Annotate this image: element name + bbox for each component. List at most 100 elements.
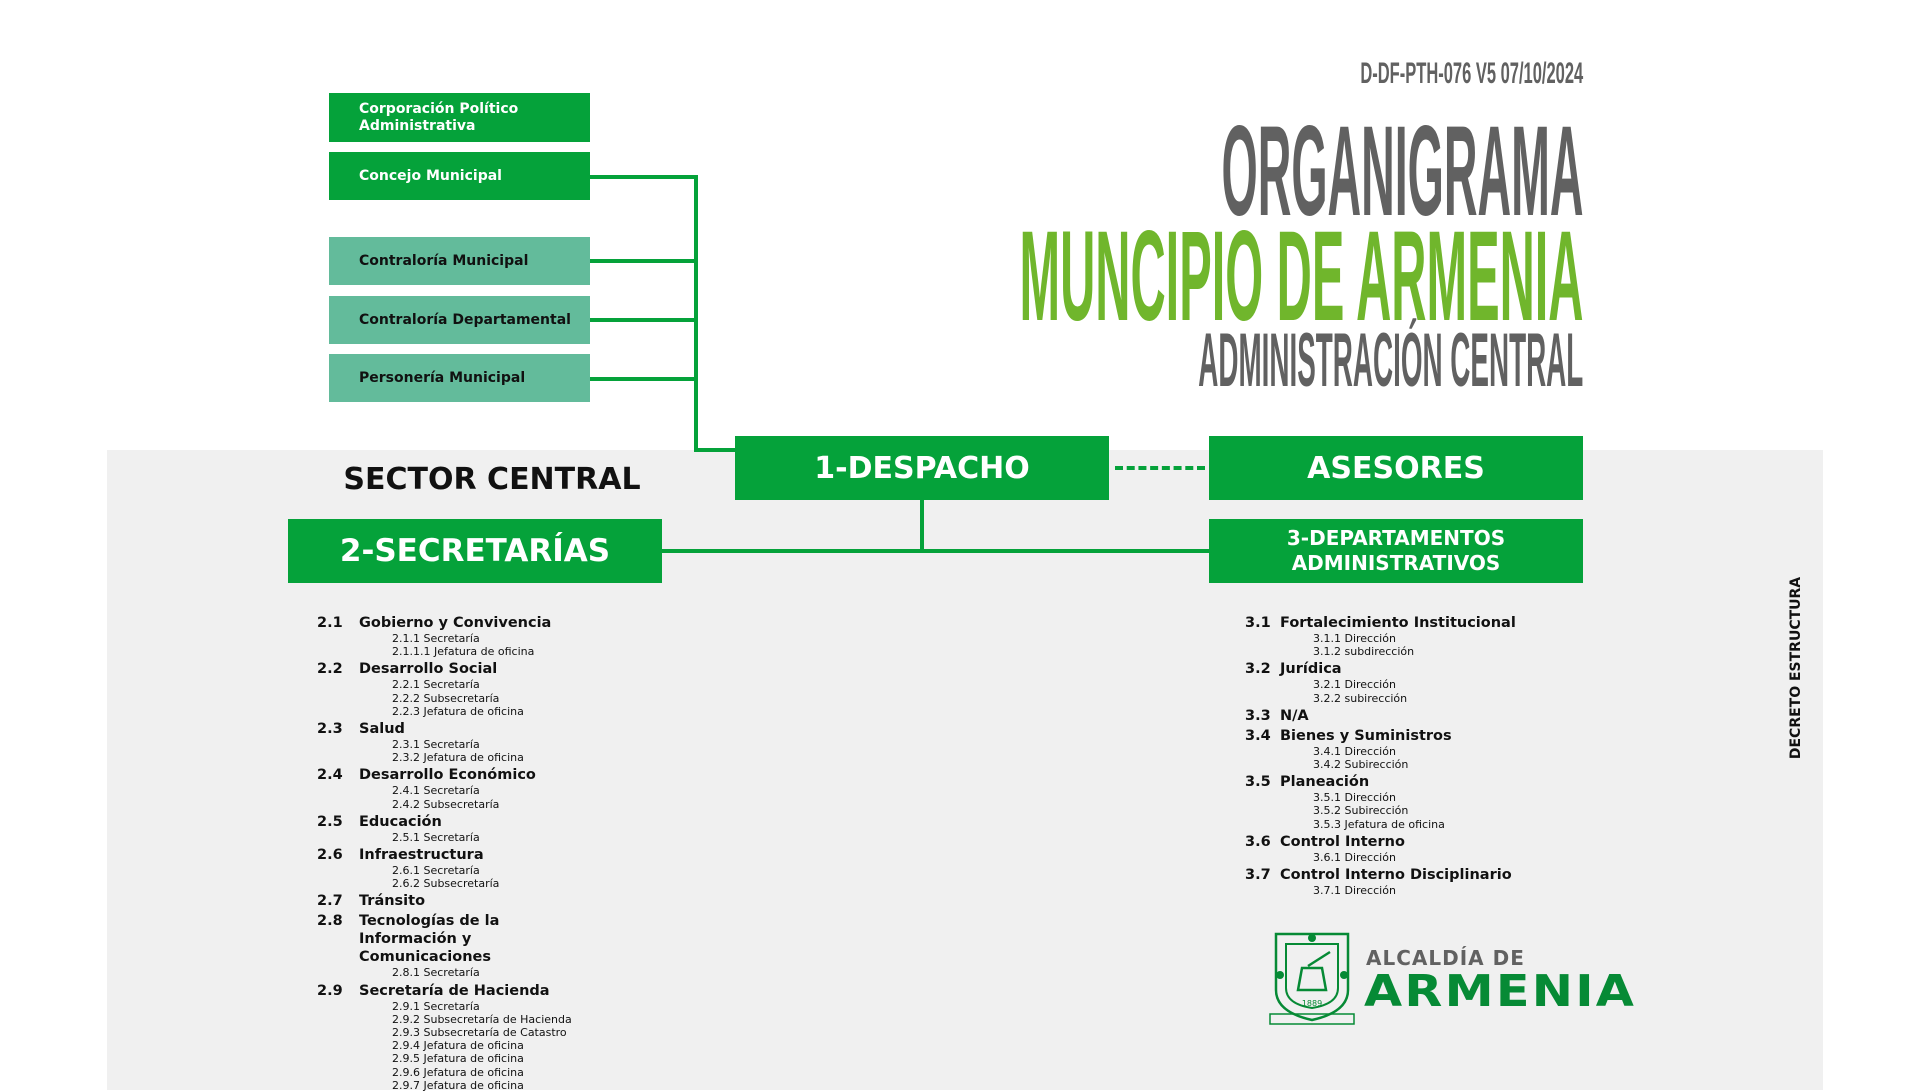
box-contraloria-departamental: Contraloría Departamental — [329, 296, 590, 344]
box-concejo: Concejo Municipal — [329, 152, 590, 200]
title-organigrama: ORGANIGRAMA — [1221, 100, 1583, 243]
list-subitem: 2.6.2 Subsecretaría — [392, 877, 500, 891]
list-subitem: 3.1.1 Dirección — [1313, 632, 1396, 645]
item-number: 2.5 — [317, 813, 343, 830]
list-subitem: 3.5.2 Subirección — [1313, 804, 1409, 818]
list-heading: 2.2 Desarrollo Social — [317, 660, 589, 678]
item-number: 2.8 — [317, 913, 343, 930]
item-number: 2.7 — [317, 893, 343, 910]
item-number: 2.3 — [317, 721, 343, 738]
list-subitem: 2.3.1 Secretaría — [392, 738, 480, 752]
item-number: 3.2 — [1245, 661, 1271, 678]
list-subitem: 2.4.1 Secretaría — [392, 784, 480, 798]
item-number: 3.3 — [1245, 707, 1271, 724]
connector — [662, 549, 1210, 553]
list-subitem: 3.4.1 Dirección — [1313, 744, 1396, 758]
list-heading: 3.2 Jurídica — [1245, 660, 1516, 678]
list-heading: 2.8 Tecnologías de la Información y Comun… — [317, 912, 589, 966]
list-subitem: 2.9.5 Jefatura de oficina — [392, 1052, 524, 1066]
list-heading: 2.3 Salud — [317, 720, 589, 738]
box-contraloria-municipal: Contraloría Municipal — [329, 237, 590, 285]
list-subitem: 2.9.2 Subsecretaría de Hacienda — [392, 1012, 572, 1026]
list-heading: 3.7 Control Interno Disciplinario — [1245, 866, 1516, 884]
item-number: 3.6 — [1245, 833, 1271, 850]
item-name: Educación — [359, 813, 442, 830]
connector — [694, 448, 736, 452]
departamentos-list: 3.1 Fortalecimiento Institucional 3.1.1 Di… — [1245, 612, 1516, 897]
item-name: Fortalecimiento Institucional — [1280, 615, 1516, 631]
list-subitem: 2.9.4 Jefatura de oficina — [392, 1039, 524, 1053]
box-corporacion: Corporación Político Administrativa — [329, 93, 590, 142]
list-subitem: 2.9.3 Subsecretaría de Catastro — [392, 1026, 567, 1040]
item-name: Control Interno Disciplinario — [1280, 867, 1512, 884]
list-heading: 2.1 Gobierno y Convivencia — [317, 614, 589, 632]
list-heading: 2.7 Tránsito — [317, 892, 589, 910]
item-name: Bienes y Suministros — [1280, 727, 1452, 744]
list-subitem: 2.1.1 Secretaría — [392, 632, 480, 645]
item-number: 2.9 — [317, 982, 343, 999]
item-number: 2.6 — [317, 847, 343, 864]
item-name: Secretaría de Hacienda — [359, 982, 550, 999]
title-municipio: MUNCIPIO DE ARMENIA — [1019, 205, 1583, 348]
list-subitem: 2.3.2 Jefatura de oficina — [392, 751, 524, 765]
alcaldia-logo: 1889 ALCALDÍA DE ARMENIA — [1268, 930, 1634, 1030]
list-subitem: 3.1.2 subdirección — [1313, 645, 1415, 659]
item-name: Control Interno — [1280, 833, 1405, 850]
list-heading: 3.1 Fortalecimiento Institucional — [1245, 614, 1516, 632]
list-heading: 2.4 Desarrollo Económico — [317, 766, 589, 784]
list-heading: 2.6 Infraestructura — [317, 846, 589, 864]
list-heading: 3.6 Control Interno — [1245, 833, 1516, 851]
box-asesores: ASESORES — [1209, 436, 1583, 500]
item-name: Tránsito — [359, 893, 426, 910]
coat-of-arms-icon: 1889 — [1269, 932, 1355, 1025]
item-name: Infraestructura — [359, 847, 484, 864]
item-name: Planeación — [1280, 774, 1370, 791]
list-heading: 3.5 Planeación — [1245, 773, 1516, 791]
item-name: Salud — [359, 721, 405, 738]
logo-year: 1889 — [1302, 999, 1322, 1008]
list-subitem: 2.9.1 Secretaría — [392, 999, 480, 1013]
list-subitem: 2.1.1.1 Jefatura de oficina — [392, 645, 535, 659]
item-name: Jurídica — [1280, 661, 1342, 678]
box-secretarias: 2-SECRETARÍAS — [288, 519, 662, 583]
connector — [694, 175, 698, 452]
item-number: 3.1 — [1245, 615, 1271, 631]
title-administracion: ADMINISTRACIÓN CENTRAL — [1198, 318, 1583, 403]
connector — [590, 175, 698, 179]
list-subitem: 3.2.1 Dirección — [1313, 678, 1396, 692]
box-personeria: Personería Municipal — [329, 354, 590, 402]
list-subitem: 2.8.1 Secretaría — [392, 966, 480, 980]
list-subitem: 2.9.7 Jefatura de oficina — [392, 1078, 524, 1092]
item-number: 3.5 — [1245, 774, 1271, 791]
item-number: 2.4 — [317, 767, 343, 784]
list-subitem: 3.4.2 Subirección — [1313, 758, 1409, 772]
side-label: DECRETO ESTRUCTURA — [1788, 576, 1804, 760]
secretarias-list: 2.1 Gobierno y Convivencia 2.1.1 Secretarí… — [317, 612, 589, 1092]
list-heading: 3.4 Bienes y Suministros — [1245, 727, 1516, 745]
list-subitem: 2.2.3 Jefatura de oficina — [392, 704, 524, 718]
list-subitem: 2.2.2 Subsecretaría — [392, 691, 500, 705]
item-name: N/A — [1280, 707, 1309, 724]
item-name: Desarrollo Social — [359, 661, 498, 678]
item-name: Gobierno y Convivencia — [359, 615, 552, 631]
list-subitem: 3.5.1 Dirección — [1313, 791, 1396, 805]
sector-central-label: SECTOR CENTRAL — [343, 462, 641, 497]
list-subitem: 2.5.1 Secretaría — [392, 830, 480, 844]
list-subitem: 3.5.3 Jefatura de oficina — [1313, 817, 1445, 831]
list-subitem: 3.6.1 Dirección — [1313, 850, 1396, 864]
list-heading: 2.9 Secretaría de Hacienda — [317, 982, 589, 1000]
box-despacho: 1-DESPACHO — [735, 436, 1109, 500]
list-subitem: 3.2.2 subirección — [1313, 691, 1408, 705]
logo-line2: ARMENIA — [1364, 966, 1637, 1017]
item-number: 3.4 — [1245, 727, 1271, 744]
connector — [590, 377, 698, 381]
item-number: 2.1 — [317, 615, 343, 631]
item-number: 2.2 — [317, 661, 343, 678]
list-subitem: 2.2.1 Secretaría — [392, 678, 480, 692]
connector — [920, 500, 924, 553]
list-subitem: 2.9.6 Jefatura de oficina — [392, 1065, 524, 1079]
document-code: D-DF-PTH-076 V5 07/10/2024 — [1360, 57, 1583, 90]
list-heading: 3.3 N/A — [1245, 707, 1516, 725]
dashed-connector — [1115, 466, 1205, 470]
box-departamentos: 3-DEPARTAMENTOS ADMINISTRATIVOS — [1209, 519, 1583, 583]
